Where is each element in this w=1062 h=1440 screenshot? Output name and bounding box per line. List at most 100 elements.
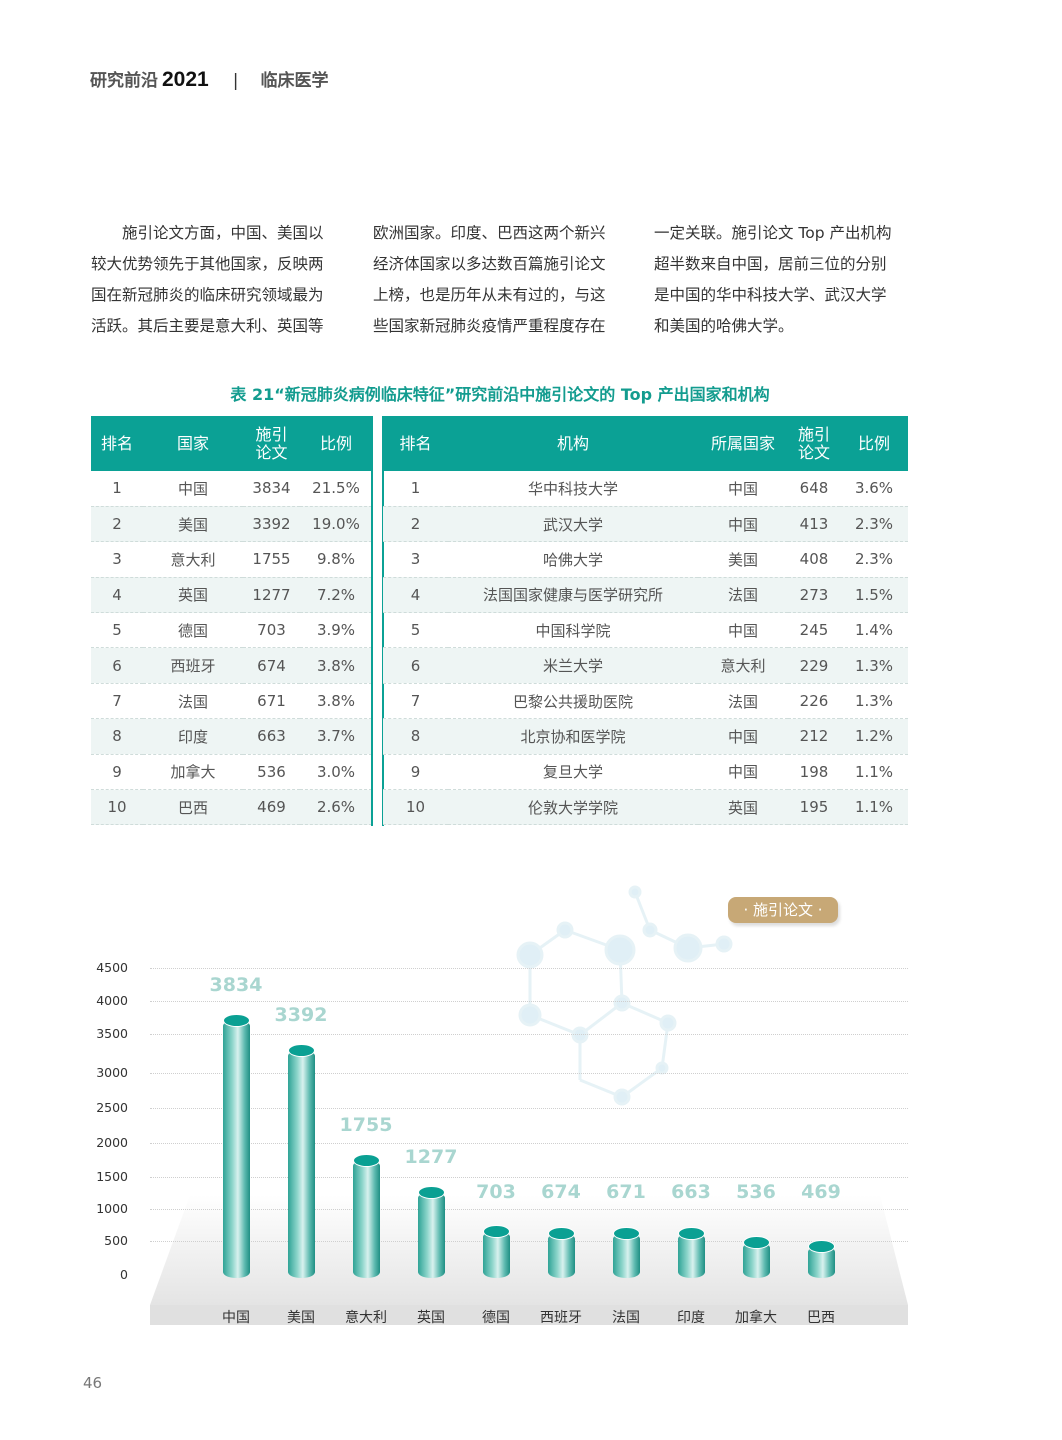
- table-cell: 1.4%: [840, 612, 908, 649]
- table-cell: 2: [383, 506, 448, 543]
- table-cell: 美国: [698, 541, 788, 578]
- bar-cap: [418, 1186, 445, 1200]
- running-header: 研究前沿 2021 | 临床医学: [90, 66, 328, 92]
- table-cell: 法国: [143, 683, 243, 720]
- bar-cap: [743, 1235, 770, 1249]
- table-cell: 西班牙: [143, 647, 243, 684]
- table-cell: 德国: [143, 612, 243, 649]
- gridline: [150, 1108, 908, 1109]
- table-cell: 2.3%: [840, 541, 908, 578]
- y-tick-label: 2000: [96, 1135, 128, 1150]
- x-tick-label: 德国: [482, 1310, 510, 1326]
- x-tick-label: 印度: [677, 1310, 705, 1326]
- table-cell: 1.3%: [840, 683, 908, 720]
- table-cell: 1755: [243, 541, 300, 578]
- table-cell: 198: [788, 754, 840, 791]
- table-row: 6 米兰大学 意大利 229 1.3%: [383, 647, 908, 684]
- table-cell: 671: [243, 683, 300, 720]
- table-cell: 3392: [243, 506, 300, 543]
- table-cell: 195: [788, 789, 840, 826]
- bar-cap: [678, 1227, 705, 1241]
- table-cell: 巴西: [143, 789, 243, 826]
- bar-cap: [548, 1226, 575, 1240]
- table-cell: 7: [91, 683, 143, 720]
- data-label: 3834: [209, 974, 263, 996]
- data-label: 1277: [404, 1146, 458, 1169]
- table-cell: 法国国家健康与医学研究所: [448, 577, 698, 614]
- x-tick-label: 法国: [612, 1310, 640, 1326]
- table-cell: 英国: [698, 789, 788, 826]
- table-row: 5 中国科学院 中国 245 1.4%: [383, 612, 908, 649]
- bar-3: [418, 1186, 445, 1278]
- table-cell: 226: [788, 683, 840, 720]
- table-cell: 3834: [243, 471, 300, 507]
- column-header: 施引 论文: [788, 416, 840, 471]
- table-cell: 229: [788, 647, 840, 684]
- table-cell: 3.6%: [840, 471, 908, 507]
- table-cell: 3.8%: [300, 683, 372, 720]
- text-line: 经济体国家以多达数百篇施引论文: [373, 255, 606, 273]
- table-divider: [371, 416, 373, 826]
- table-row: 9 复旦大学 中国 198 1.1%: [383, 754, 908, 791]
- table-row: 10 巴西 469 2.6%: [91, 789, 372, 826]
- table-cell: 2: [91, 506, 143, 543]
- table-cell: 8: [91, 718, 143, 755]
- table-cell: 5: [383, 612, 448, 649]
- text-line: 活跃。其后主要是意大利、英国等: [91, 317, 324, 335]
- table-cell: 6: [91, 647, 143, 684]
- x-tick-label: 巴西: [807, 1310, 835, 1326]
- countries-table: 排名 国家 施引 论文 比例 1 中国 3834 21.5% 2 美国 3392 19.0% 3 意大利 17…: [91, 416, 372, 826]
- table-cell: 3.9%: [300, 612, 372, 649]
- table-cell: 1.1%: [840, 754, 908, 791]
- table-cell: 英国: [143, 577, 243, 614]
- table-row: 9 加拿大 536 3.0%: [91, 754, 372, 791]
- table-cell: 3: [91, 541, 143, 578]
- table-cell: 1.5%: [840, 577, 908, 614]
- table-row: 2 武汉大学 中国 413 2.3%: [383, 506, 908, 543]
- x-tick-label: 中国: [222, 1310, 250, 1326]
- text-line: 国在新冠肺炎的临床研究领域最为: [91, 286, 324, 304]
- table-row: 4 法国国家健康与医学研究所 法国 273 1.5%: [383, 577, 908, 614]
- bar-7: [678, 1227, 705, 1278]
- table-cell: 273: [788, 577, 840, 614]
- bar-2: [353, 1153, 380, 1278]
- table-row: 2 美国 3392 19.0%: [91, 506, 372, 543]
- data-label: 1755: [339, 1113, 393, 1136]
- table-cell: 美国: [143, 506, 243, 543]
- table-cell: 245: [788, 612, 840, 649]
- table-cell: 3: [383, 541, 448, 578]
- table-cell: 19.0%: [300, 506, 372, 543]
- table-row: 5 德国 703 3.9%: [91, 612, 372, 649]
- table-cell: 北京协和医学院: [448, 718, 698, 755]
- bar-8: [743, 1235, 770, 1278]
- table-cell: 3.0%: [300, 754, 372, 791]
- bar-cap: [353, 1153, 380, 1167]
- table-cell: 中国: [698, 506, 788, 543]
- table-cell: 1.2%: [840, 718, 908, 755]
- text-column-1: 施引论文方面，中国、美国以 较大优势领先于其他国家，反映两 国在新冠肺炎的临床研究领…: [91, 218, 349, 342]
- y-tick-label: 0: [120, 1267, 128, 1282]
- bar-6: [613, 1226, 640, 1278]
- table-cell: 9: [91, 754, 143, 791]
- table-cell: 4: [383, 577, 448, 614]
- table-cell: 3.7%: [300, 718, 372, 755]
- x-tick-label: 英国: [417, 1310, 445, 1326]
- table-cell: 米兰大学: [448, 647, 698, 684]
- bar-0: [223, 1014, 250, 1278]
- table-row: 10 伦敦大学学院 英国 195 1.1%: [383, 789, 908, 826]
- x-tick-label: 意大利: [345, 1310, 387, 1326]
- table-cell: 648: [788, 471, 840, 507]
- bar-1: [288, 1043, 315, 1278]
- column-header: 排名: [383, 416, 448, 471]
- data-label: 3392: [274, 1003, 328, 1026]
- header-year: 2021: [162, 68, 209, 91]
- table-row: 8 北京协和医学院 中国 212 1.2%: [383, 718, 908, 755]
- table-cell: 9.8%: [300, 541, 372, 578]
- column-header: 机构: [448, 416, 698, 471]
- data-label: 663: [671, 1181, 711, 1203]
- table-cell: 伦敦大学学院: [448, 789, 698, 826]
- molecule-decoration: [516, 885, 733, 1106]
- table-cell: 408: [788, 541, 840, 578]
- bar-9: [808, 1240, 835, 1278]
